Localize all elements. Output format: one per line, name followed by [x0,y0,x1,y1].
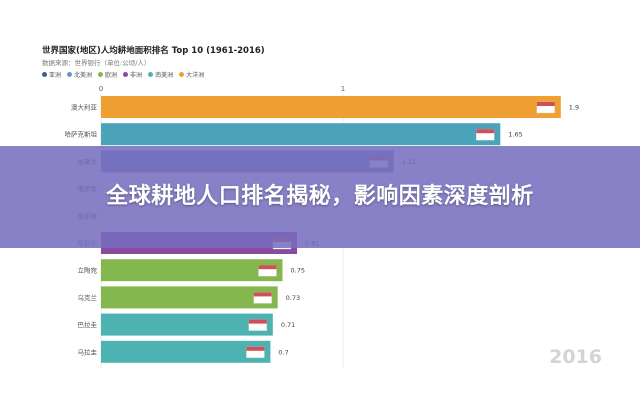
category-label: 乌克兰 [78,293,98,302]
category-label: 立陶宛 [78,266,98,275]
chart-legend: 亚洲 北美洲 欧洲 非洲 南美洲 大洋洲 [42,70,204,79]
value-label: 0.71 [281,321,295,329]
legend-item: 大洋洲 [179,70,204,79]
category-label: 巴拉圭 [78,320,98,329]
legend-label: 北美洲 [74,72,93,79]
legend-item: 非洲 [123,70,142,79]
legend-item: 欧洲 [98,70,117,79]
headline-banner: 全球耕地人口排名揭秘，影响因素深度剖析 [0,146,640,248]
value-label: 1.9 [569,104,579,112]
legend-label: 欧洲 [105,72,118,79]
legend-item: 南美洲 [148,70,173,79]
bar [101,340,271,363]
legend-swatch [148,72,154,77]
value-label: 0.7 [278,348,288,356]
category-label: 哈萨克斯坦 [65,130,98,139]
chart-title: 世界国家(地区)人均耕地面积排名 Top 10 (1961-2016) [42,46,265,56]
bar [101,313,273,336]
flag-stripe [476,129,495,134]
legend-swatch [98,72,104,77]
headline-text: 全球耕地人口排名揭秘，影响因素深度剖析 [106,184,534,209]
flag-stripe [246,346,265,351]
chart-subtitle: 数据来源：世界银行（单位:公顷/人） [42,59,151,67]
legend-label: 大洋洲 [186,72,205,79]
bar [101,123,501,146]
bar [101,259,283,282]
value-label: 1.65 [508,131,522,139]
legend-swatch [123,72,129,77]
legend-label: 非洲 [130,72,143,79]
legend-label: 亚洲 [49,72,62,79]
legend-swatch [67,72,73,77]
flag-stripe [536,102,555,106]
x-tick-label: 0 [99,85,103,93]
flag-stripe [253,292,272,297]
value-label: 0.73 [286,294,300,302]
flag-stripe [248,319,267,324]
year-label: 2016 [549,346,602,368]
legend-item: 北美洲 [67,70,92,79]
flag-stripe [258,265,277,270]
x-tick-label: 1 [341,85,345,93]
bar [101,96,561,118]
category-label: 乌拉圭 [78,347,98,356]
legend-swatch [179,72,185,77]
legend-label: 南美洲 [155,72,174,79]
bar [101,286,278,309]
legend-swatch [42,72,47,77]
value-label: 0.75 [291,267,305,275]
legend-item: 亚洲 [42,70,61,79]
category-label: 澳大利亚 [71,103,98,112]
